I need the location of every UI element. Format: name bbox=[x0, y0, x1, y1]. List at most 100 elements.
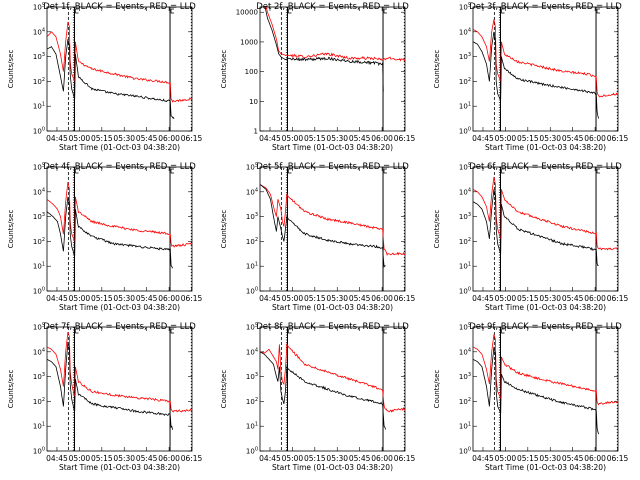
x-tick-label: 05:30 bbox=[113, 294, 135, 303]
x-tick-label: 05:15 bbox=[91, 294, 113, 303]
series-events-line bbox=[473, 189, 599, 266]
marker-bracket bbox=[383, 328, 388, 334]
x-tick-label: 04:45 bbox=[46, 294, 68, 303]
series-events-line bbox=[47, 196, 173, 269]
x-tick-label: 06:00 bbox=[158, 134, 180, 143]
x-tick-label: 04:45 bbox=[472, 454, 494, 463]
y-tick-label: 105 bbox=[246, 323, 258, 332]
y-tick-label: 103 bbox=[459, 372, 471, 381]
x-tick-label: 04:45 bbox=[472, 134, 494, 143]
panel-det-1: Det 1f, BLACK = Events, RED = LLD 100 101 1… bbox=[7, 2, 203, 152]
y-tick-label: 102 bbox=[33, 77, 45, 86]
series-lld-line bbox=[265, 7, 405, 62]
marker-bracket bbox=[288, 328, 292, 334]
series-lld-line bbox=[473, 334, 618, 406]
y-axis-title: Counts/sec bbox=[433, 370, 441, 409]
panel-det-4: Det 4f, BLACK = Events, RED = LLD 100 101 1… bbox=[7, 162, 203, 312]
y-tick-label: 102 bbox=[459, 237, 471, 246]
plot-frame bbox=[472, 166, 619, 292]
y-tick-label: 102 bbox=[246, 237, 258, 246]
y-tick-label: 101 bbox=[246, 262, 258, 271]
y-tick-label: 104 bbox=[33, 187, 45, 196]
x-tick-label: 05:15 bbox=[304, 134, 326, 143]
x-tick-label: 05:45 bbox=[349, 294, 371, 303]
x-tick-label: 05:45 bbox=[562, 454, 584, 463]
y-tick-label: 105 bbox=[459, 163, 471, 172]
series-events-line bbox=[473, 346, 599, 435]
x-tick-label: 05:45 bbox=[136, 454, 158, 463]
y-tick-label: 104 bbox=[246, 347, 258, 356]
x-axis-title: Start Time (01-Oct-03 04:38:20) bbox=[272, 463, 393, 472]
x-tick-label: 06:15 bbox=[181, 454, 203, 463]
marker-bracket bbox=[383, 168, 388, 174]
chart-title: Det 8f, BLACK = Events, RED = LLD bbox=[256, 322, 409, 332]
marker-bracket bbox=[75, 328, 79, 334]
marker-bracket bbox=[501, 8, 505, 14]
y-tick-label: 105 bbox=[459, 3, 471, 12]
x-tick-label: 06:15 bbox=[607, 134, 629, 143]
marker-bracket bbox=[288, 8, 292, 14]
y-tick-label: 104 bbox=[459, 187, 471, 196]
panel-det-8: Det 8f, BLACK = Events, RED = LLD 100 101 1… bbox=[220, 322, 416, 472]
series-lld-line bbox=[47, 331, 192, 413]
x-tick-label: 05:30 bbox=[326, 294, 348, 303]
y-tick-label: 105 bbox=[459, 323, 471, 332]
x-tick-label: 04:45 bbox=[259, 294, 281, 303]
x-tick-label: 04:45 bbox=[472, 294, 494, 303]
series-lld-line bbox=[47, 21, 192, 103]
x-axis-title: Start Time (01-Oct-03 04:38:20) bbox=[272, 143, 393, 152]
y-axis-title: Counts/sec bbox=[433, 50, 441, 89]
x-tick-label: 05:00 bbox=[495, 454, 517, 463]
chart-title: Det 3f, BLACK = Events, RED = LLD bbox=[469, 2, 622, 12]
marker-bracket bbox=[596, 328, 601, 334]
x-tick-label: 05:45 bbox=[136, 134, 158, 143]
x-tick-label: 06:00 bbox=[158, 454, 180, 463]
series-events-line bbox=[264, 7, 384, 92]
marker-bracket bbox=[383, 8, 388, 14]
panel-det-5: Det 5f, BLACK = Events, RED = LLD 100 101 1… bbox=[220, 162, 416, 312]
y-axis-title: Counts/sec bbox=[220, 370, 228, 409]
x-tick-label: 06:00 bbox=[584, 454, 606, 463]
x-tick-label: 05:45 bbox=[562, 294, 584, 303]
y-axis-title: Counts/sec bbox=[220, 50, 228, 89]
x-tick-label: 06:00 bbox=[158, 294, 180, 303]
plot-frame bbox=[46, 326, 193, 452]
x-tick-label: 06:00 bbox=[584, 294, 606, 303]
series-events-line bbox=[260, 351, 386, 430]
marker-bracket bbox=[501, 168, 505, 174]
x-axis-title: Start Time (01-Oct-03 04:38:20) bbox=[59, 463, 180, 472]
x-tick-label: 06:15 bbox=[394, 294, 416, 303]
x-tick-label: 05:00 bbox=[495, 134, 517, 143]
x-axis-title: Start Time (01-Oct-03 04:38:20) bbox=[59, 143, 180, 152]
y-tick-label: 103 bbox=[246, 372, 258, 381]
marker-bracket bbox=[75, 168, 79, 174]
panel-det-6: Det 6f, BLACK = Events, RED = LLD 100 101 1… bbox=[433, 162, 629, 312]
x-tick-label: 05:30 bbox=[539, 454, 561, 463]
x-tick-label: 06:00 bbox=[371, 134, 393, 143]
x-tick-label: 05:45 bbox=[562, 134, 584, 143]
marker-bracket bbox=[170, 8, 175, 14]
plot-frame bbox=[259, 326, 406, 452]
x-tick-label: 06:00 bbox=[584, 134, 606, 143]
x-tick-label: 05:30 bbox=[113, 134, 135, 143]
series-events-line bbox=[260, 184, 386, 268]
y-axis-title: Counts/sec bbox=[7, 210, 15, 249]
y-tick-label: 1000 bbox=[240, 38, 258, 46]
marker-bracket bbox=[170, 168, 175, 174]
x-tick-label: 05:15 bbox=[517, 134, 539, 143]
y-tick-label: 105 bbox=[246, 163, 258, 172]
marker-bracket bbox=[288, 168, 292, 174]
y-axis-title: Counts/sec bbox=[220, 210, 228, 249]
y-tick-label: 101 bbox=[33, 422, 45, 431]
x-tick-label: 05:15 bbox=[304, 454, 326, 463]
y-tick-label: 104 bbox=[33, 27, 45, 36]
y-axis-title: Counts/sec bbox=[7, 370, 15, 409]
x-tick-label: 05:30 bbox=[326, 454, 348, 463]
y-tick-label: 102 bbox=[459, 397, 471, 406]
x-tick-label: 05:00 bbox=[69, 454, 91, 463]
x-tick-label: 05:00 bbox=[69, 294, 91, 303]
y-tick-label: 105 bbox=[33, 323, 45, 332]
x-tick-label: 06:00 bbox=[371, 294, 393, 303]
chart-title: Det 7f, BLACK = Events, RED = LLD bbox=[43, 322, 196, 332]
y-tick-label: 105 bbox=[33, 3, 45, 12]
